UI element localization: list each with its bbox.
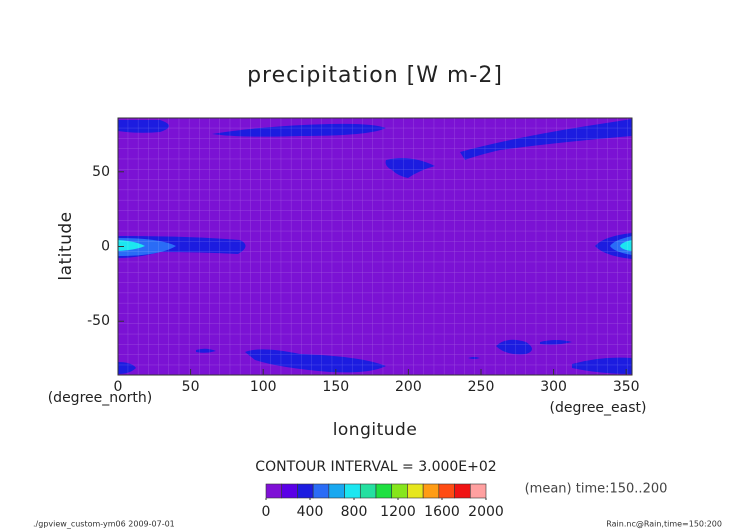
footer-left: ./gpview_custom-ym06 2009-07-01 [33,520,175,529]
colorbar-swatch [359,483,377,499]
grid [118,118,632,375]
colorbar-swatch [375,483,393,499]
y-tick-label: -50 [87,313,110,329]
y-tick-label: 0 [101,239,110,255]
footer-right: Rain.nc@Rain,time=150:200 [606,520,722,529]
colorbar-tick-label: 2000 [468,504,504,520]
colorbar-tick-label: 400 [297,504,324,520]
x-unit: (degree_east) [550,400,647,416]
y-tick-label: 50 [92,164,110,180]
x-tick-label: 100 [250,379,277,395]
colorbar-tick-label: 0 [262,504,271,520]
x-tick-label: 50 [182,379,200,395]
x-tick-label: 250 [468,379,495,395]
y-axis-label: latitude [56,211,76,280]
colorbar-swatch [422,483,440,499]
x-tick-label: 300 [540,379,567,395]
colorbar-tick-label: 1200 [380,504,416,520]
colorbar-tick-label: 800 [341,504,368,520]
colorbar-swatch [438,483,455,499]
colorbar-swatch [469,483,487,499]
colorbar-swatch [391,483,408,499]
contour-interval: CONTOUR INTERVAL = 3.000E+02 [255,459,496,475]
note: (mean) time:150..200 [525,482,668,497]
colorbar-swatch [407,483,424,499]
y-unit: (degree_north) [48,390,153,406]
colorbar-swatch [328,483,345,499]
x-tick-label: 200 [395,379,422,395]
colorbar-swatch [281,483,298,499]
colorbar-swatch [265,483,283,499]
x-tick-label: 0 [114,379,123,395]
colorbar-swatch [312,483,330,499]
x-axis-label: longitude [333,420,418,440]
colorbar-tick-label: 1600 [424,504,460,520]
colorbar-swatch [344,483,361,499]
chart-title: precipitation [W m-2] [247,63,503,88]
x-tick-label: 150 [322,379,349,395]
colorbar-swatch [297,483,314,499]
x-tick-label: 350 [613,379,640,395]
colorbar-swatch [454,483,471,499]
